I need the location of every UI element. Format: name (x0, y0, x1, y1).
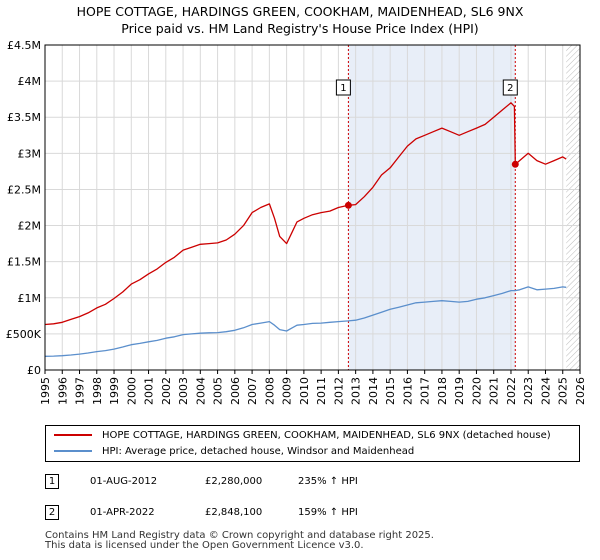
x-tick-label: 2014 (367, 377, 380, 405)
x-tick-label: 2012 (332, 377, 345, 405)
y-tick-label: £3.5M (7, 111, 41, 124)
x-tick-label: 2011 (315, 377, 328, 405)
title-line-2: Price paid vs. HM Land Registry's House … (121, 21, 479, 36)
y-tick-label: £4M (18, 75, 42, 88)
y-tick-label: £4.5M (7, 39, 41, 52)
ownership-shading (348, 45, 516, 370)
x-tick-label: 2010 (298, 377, 311, 405)
x-tick-label: 2019 (453, 377, 466, 405)
x-tick-label: 2002 (160, 377, 173, 405)
sale-point-2 (511, 160, 519, 168)
sale-price-2: £2,848,100 (205, 507, 263, 518)
y-tick-label: £1.5M (7, 256, 41, 269)
x-tick-label: 2021 (488, 377, 501, 405)
y-tick-label: £2.5M (7, 183, 41, 196)
sale-point-1 (344, 201, 352, 209)
x-tick-label: 2001 (143, 377, 156, 405)
sale-price-1: £2,280,000 (205, 476, 263, 487)
y-tick-label: £0 (27, 364, 41, 377)
x-tick-label: 2004 (194, 377, 207, 405)
title-line-1: HOPE COTTAGE, HARDINGS GREEN, COOKHAM, M… (76, 4, 524, 19)
property-price-line (44, 102, 567, 326)
x-tick-label: 1997 (74, 377, 87, 405)
y-tick-label: £1M (18, 292, 42, 305)
x-tick-label: 2017 (419, 377, 432, 405)
x-tick-label: 2018 (436, 377, 449, 405)
x-tick-label: 2026 (574, 377, 587, 405)
footer-line-2: This data is licensed under the Open Gov… (45, 540, 364, 551)
y-tick-label: £3M (18, 147, 42, 160)
sale-label-1: 1 (340, 83, 346, 94)
legend-swatch-property (54, 434, 92, 436)
x-tick-label: 2006 (229, 377, 242, 405)
footer: Contains HM Land Registry data © Crown c… (45, 531, 434, 551)
x-tick-label: 2020 (470, 377, 483, 405)
chart-title: HOPE COTTAGE, HARDINGS GREEN, COOKHAM, M… (0, 3, 600, 37)
x-tick-label: 1995 (39, 377, 52, 405)
legend: HOPE COTTAGE, HARDINGS GREEN, COOKHAM, M… (45, 425, 580, 462)
x-tick-label: 2005 (212, 377, 225, 405)
sale-hpi-1: 235% ↑ HPI (298, 476, 358, 487)
x-tick-label: 2008 (263, 377, 276, 405)
x-tick-label: 2023 (522, 377, 535, 405)
legend-label-hpi: HPI: Average price, detached house, Wind… (102, 446, 415, 457)
legend-label-property: HOPE COTTAGE, HARDINGS GREEN, COOKHAM, M… (102, 430, 551, 441)
x-tick-label: 2007 (246, 377, 259, 405)
sale-date-1: 01-AUG-2012 (90, 476, 158, 487)
legend-item-hpi: HPI: Average price, detached house, Wind… (54, 444, 414, 460)
sale-marker-2: 2 (45, 505, 59, 520)
x-tick-label: 2025 (557, 377, 570, 405)
x-tick-label: 2009 (281, 377, 294, 405)
sale-hpi-2: 159% ↑ HPI (298, 507, 358, 518)
sale-label-box-1 (335, 79, 351, 96)
x-tick-label: 2016 (401, 377, 414, 405)
x-tick-label: 2022 (505, 377, 518, 405)
price-chart: £0 £500K £1M £1.5M £2M £2.5M £3M £3.5M £4M £4.5M 1… (6, 39, 587, 405)
sale-marker-1: 1 (45, 474, 59, 489)
forecast-hatch (566, 45, 580, 370)
legend-swatch-hpi (54, 450, 92, 452)
x-tick-label: 2013 (350, 377, 363, 405)
sale-date-2: 01-APR-2022 (90, 507, 155, 518)
x-tick-label: 1999 (108, 377, 121, 405)
y-tick-label: £2M (18, 220, 42, 233)
x-tick-label: 2003 (177, 377, 190, 405)
x-tick-label: 2000 (125, 377, 138, 405)
y-tick-label: £500K (6, 328, 42, 341)
hpi-line (44, 286, 567, 357)
x-tick-label: 1998 (91, 377, 104, 405)
plot-frame (44, 44, 581, 371)
x-tick-label: 2015 (384, 377, 397, 405)
x-tick-label: 1996 (56, 377, 69, 405)
footer-line-1: Contains HM Land Registry data © Crown c… (45, 530, 434, 541)
x-tick-label: 2024 (539, 377, 552, 405)
sale-label-box-2 (502, 79, 518, 96)
sale-label-2: 2 (507, 83, 513, 94)
legend-item-property: HOPE COTTAGE, HARDINGS GREEN, COOKHAM, M… (54, 428, 551, 444)
